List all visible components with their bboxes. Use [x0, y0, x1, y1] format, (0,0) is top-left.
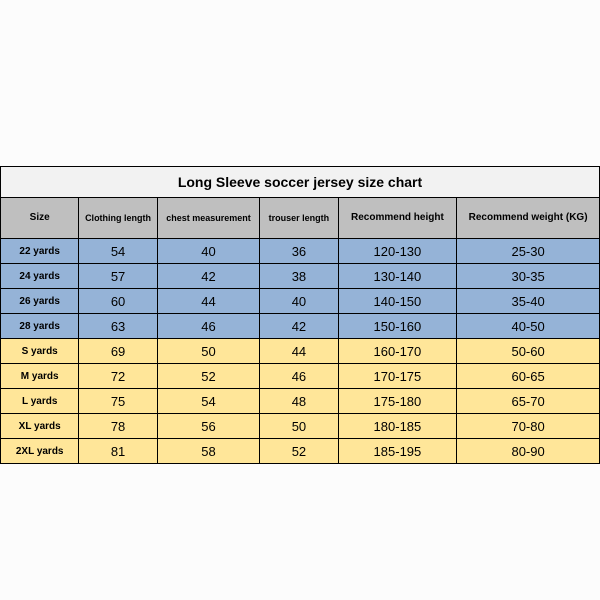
- column-header: Clothing length: [79, 198, 157, 239]
- cell-trouser: 50: [260, 414, 338, 439]
- table-row: XL yards785650180-18570-80: [1, 414, 600, 439]
- cell-clothing: 75: [79, 389, 157, 414]
- size-chart-container: Long Sleeve soccer jersey size chart Siz…: [0, 166, 600, 464]
- cell-size: L yards: [1, 389, 79, 414]
- cell-size: XL yards: [1, 414, 79, 439]
- cell-clothing: 81: [79, 439, 157, 464]
- column-header: Recommend height: [338, 198, 457, 239]
- cell-weight: 60-65: [457, 364, 600, 389]
- cell-height: 160-170: [338, 339, 457, 364]
- cell-trouser: 48: [260, 389, 338, 414]
- chart-title: Long Sleeve soccer jersey size chart: [1, 167, 600, 198]
- cell-clothing: 54: [79, 239, 157, 264]
- cell-clothing: 78: [79, 414, 157, 439]
- cell-chest: 46: [157, 314, 260, 339]
- cell-chest: 50: [157, 339, 260, 364]
- size-chart-table: Long Sleeve soccer jersey size chart Siz…: [0, 166, 600, 464]
- column-header: trouser length: [260, 198, 338, 239]
- table-row: 26 yards604440140-15035-40: [1, 289, 600, 314]
- cell-height: 150-160: [338, 314, 457, 339]
- table-row: 28 yards634642150-16040-50: [1, 314, 600, 339]
- cell-clothing: 57: [79, 264, 157, 289]
- table-row: M yards725246170-17560-65: [1, 364, 600, 389]
- cell-height: 175-180: [338, 389, 457, 414]
- table-row: 22 yards544036120-13025-30: [1, 239, 600, 264]
- cell-trouser: 42: [260, 314, 338, 339]
- cell-size: 2XL yards: [1, 439, 79, 464]
- cell-size: S yards: [1, 339, 79, 364]
- cell-weight: 50-60: [457, 339, 600, 364]
- cell-chest: 42: [157, 264, 260, 289]
- cell-chest: 44: [157, 289, 260, 314]
- cell-trouser: 40: [260, 289, 338, 314]
- cell-weight: 65-70: [457, 389, 600, 414]
- cell-chest: 52: [157, 364, 260, 389]
- cell-clothing: 60: [79, 289, 157, 314]
- table-row: S yards695044160-17050-60: [1, 339, 600, 364]
- cell-height: 120-130: [338, 239, 457, 264]
- table-row: 2XL yards815852185-19580-90: [1, 439, 600, 464]
- column-header: Recommend weight (KG): [457, 198, 600, 239]
- cell-weight: 70-80: [457, 414, 600, 439]
- cell-trouser: 52: [260, 439, 338, 464]
- cell-clothing: 63: [79, 314, 157, 339]
- cell-weight: 35-40: [457, 289, 600, 314]
- cell-chest: 58: [157, 439, 260, 464]
- cell-trouser: 36: [260, 239, 338, 264]
- cell-weight: 25-30: [457, 239, 600, 264]
- column-header: Size: [1, 198, 79, 239]
- cell-chest: 56: [157, 414, 260, 439]
- cell-trouser: 46: [260, 364, 338, 389]
- column-header: chest measurement: [157, 198, 260, 239]
- table-row: L yards755448175-18065-70: [1, 389, 600, 414]
- cell-weight: 30-35: [457, 264, 600, 289]
- cell-clothing: 69: [79, 339, 157, 364]
- cell-size: 28 yards: [1, 314, 79, 339]
- table-row: 24 yards574238130-14030-35: [1, 264, 600, 289]
- cell-chest: 40: [157, 239, 260, 264]
- cell-height: 180-185: [338, 414, 457, 439]
- cell-size: M yards: [1, 364, 79, 389]
- cell-clothing: 72: [79, 364, 157, 389]
- cell-weight: 40-50: [457, 314, 600, 339]
- cell-height: 140-150: [338, 289, 457, 314]
- cell-height: 170-175: [338, 364, 457, 389]
- cell-size: 26 yards: [1, 289, 79, 314]
- cell-height: 185-195: [338, 439, 457, 464]
- cell-chest: 54: [157, 389, 260, 414]
- cell-trouser: 38: [260, 264, 338, 289]
- cell-height: 130-140: [338, 264, 457, 289]
- cell-weight: 80-90: [457, 439, 600, 464]
- cell-trouser: 44: [260, 339, 338, 364]
- cell-size: 22 yards: [1, 239, 79, 264]
- cell-size: 24 yards: [1, 264, 79, 289]
